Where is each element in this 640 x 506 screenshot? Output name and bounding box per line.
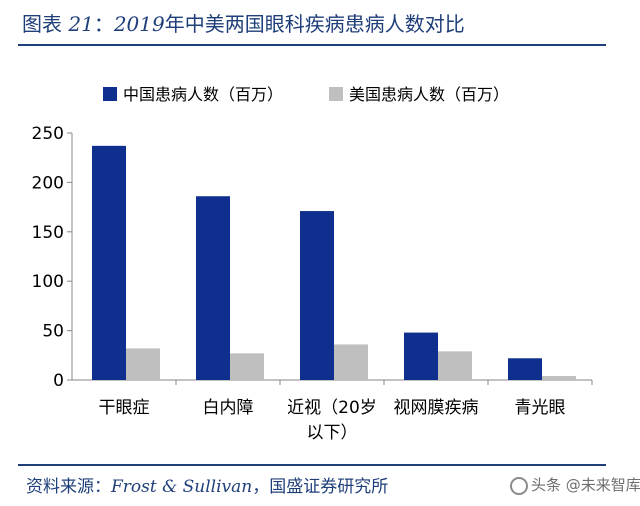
bar-china — [300, 211, 334, 380]
x-tick-label: 视网膜疾病 — [394, 398, 479, 418]
legend-swatch-1 — [329, 87, 343, 101]
bar-chart: 中国患病人数（百万） 美国患病人数（百万） 0 50 100 150 200 250 干眼症 白内… — [32, 85, 593, 443]
bar-usa — [542, 376, 576, 380]
source-rest: ，国盛证券研究所 — [252, 477, 389, 497]
x-tick-label: 白内障 — [203, 398, 254, 418]
legend-swatch-0 — [103, 87, 117, 101]
bar-china — [196, 196, 230, 380]
title-rule — [18, 44, 606, 46]
x-tick-label: 近视（20岁 — [287, 398, 377, 418]
x-tick-label: 干眼症 — [99, 398, 150, 418]
figure-title-prefix: 图表 — [22, 12, 62, 36]
legend-label-1: 美国患病人数（百万） — [349, 85, 509, 104]
bar-usa — [334, 344, 368, 380]
figure-title-number: 21 — [68, 12, 94, 36]
source-label: 资料来源： — [26, 477, 111, 497]
x-tick-label: 青光眼 — [515, 398, 566, 418]
figure-title: 图表 21：2019年中美两国眼科疾病患病人数对比 — [22, 8, 465, 37]
y-tick-label: 250 — [32, 124, 64, 144]
y-tick-label: 200 — [32, 173, 64, 193]
y-tick-label: 100 — [32, 272, 64, 292]
watermark: 头条 @未来智库 — [510, 474, 640, 495]
figure-title-year: 2019 — [113, 12, 165, 36]
x-tick-label: 以下） — [307, 423, 358, 443]
y-tick-label: 0 — [53, 371, 64, 391]
bar-usa — [438, 351, 472, 380]
watermark-text: 头条 @未来智库 — [531, 476, 640, 494]
legend-label-0: 中国患病人数（百万） — [123, 85, 283, 104]
bar-usa — [230, 353, 264, 380]
y-tick-label: 150 — [32, 223, 64, 243]
bar-china — [404, 332, 438, 380]
figure-title-sep: ： — [93, 12, 114, 36]
source-latin: Frost & Sullivan — [111, 477, 253, 497]
y-tick-label: 50 — [42, 322, 64, 342]
figure-title-text: 年中美两国眼科疾病患病人数对比 — [164, 12, 465, 36]
bar-usa — [126, 348, 160, 380]
bar-china — [508, 358, 542, 380]
watermark-icon — [510, 476, 528, 495]
bar-china — [92, 145, 126, 380]
source-note: 资料来源：Frost & Sullivan，国盛证券研究所 — [26, 472, 388, 497]
source-rule — [18, 464, 606, 466]
